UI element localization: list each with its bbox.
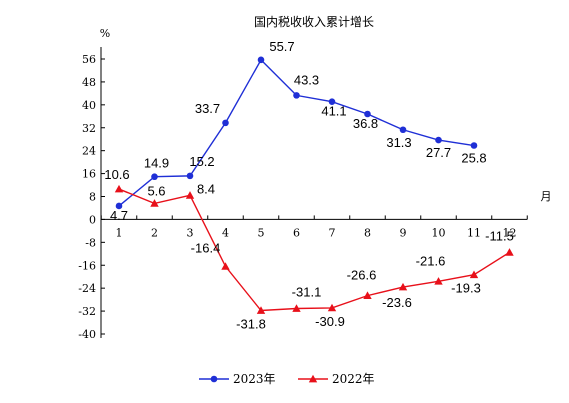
data-point xyxy=(115,202,123,210)
x-tick-label: 10 xyxy=(432,226,446,239)
data-label: 14.9 xyxy=(144,156,169,171)
y-tick-label: -24 xyxy=(78,282,96,295)
data-label: 4.7 xyxy=(110,208,128,223)
series-line xyxy=(118,188,510,312)
y-axis-unit: % xyxy=(100,27,110,40)
x-tick-label: 8 xyxy=(364,226,371,239)
legend-label: 2022年 xyxy=(332,372,375,386)
x-tick-label: 2 xyxy=(151,226,158,239)
data-point xyxy=(399,126,407,134)
y-tick-label: -8 xyxy=(85,236,96,249)
x-tick-label: 11 xyxy=(467,226,481,239)
y-tick-label: 16 xyxy=(82,168,96,181)
x-tick-label: 5 xyxy=(258,226,265,239)
series-2023: 4.7 14.9 15.2 33.7 55.7 43.3 41.1 36.8 31.3 27.7 2… xyxy=(110,39,487,223)
legend-marker xyxy=(210,375,218,383)
y-tick-label: -16 xyxy=(78,259,96,272)
y-tick-label: 40 xyxy=(82,99,96,112)
y-tick-label: 56 xyxy=(82,53,96,66)
data-label: 15.2 xyxy=(189,154,214,169)
data-label: 10.6 xyxy=(104,167,129,182)
x-tick-label: 9 xyxy=(400,226,407,239)
legend-item-2023: 2023年 xyxy=(199,372,276,386)
data-point xyxy=(435,136,442,144)
data-point xyxy=(222,119,229,127)
x-tick-label: 1 xyxy=(116,226,123,239)
data-point xyxy=(114,184,124,193)
data-point xyxy=(328,98,336,105)
x-tick-label: 4 xyxy=(222,226,229,239)
data-label: 43.3 xyxy=(294,72,319,87)
x-tick-label: 3 xyxy=(187,226,194,239)
x-axis-unit: 月 xyxy=(541,190,552,203)
data-point xyxy=(256,306,266,314)
legend-item-2022: 2022年 xyxy=(298,372,375,386)
data-label: -16.4 xyxy=(191,240,221,255)
data-point xyxy=(151,173,158,181)
data-label: -31.8 xyxy=(236,317,266,332)
data-label: 41.1 xyxy=(321,104,346,119)
legend: 2023年 2022年 xyxy=(199,372,375,386)
data-label: -26.6 xyxy=(347,268,377,283)
y-tick-label: -32 xyxy=(78,305,96,318)
data-point xyxy=(398,282,408,291)
x-tick-label: 6 xyxy=(293,226,300,239)
data-point xyxy=(470,142,478,149)
data-point xyxy=(469,270,479,279)
data-label: 5.6 xyxy=(147,183,165,198)
data-point xyxy=(221,262,230,270)
y-tick-label: 8 xyxy=(89,191,96,204)
data-label: 36.8 xyxy=(353,116,378,131)
x-tick-label: 12 xyxy=(503,226,517,239)
series-2022: 10.6 5.6 8.4 -16.4 -31.8 -31.1 -30.9 -26.6 -23.6… xyxy=(104,167,513,331)
data-point xyxy=(293,92,300,99)
data-point xyxy=(364,110,371,118)
data-label: 55.7 xyxy=(269,39,294,54)
data-point xyxy=(327,303,337,312)
legend-label: 2023年 xyxy=(233,372,276,386)
data-label: -31.1 xyxy=(292,285,322,300)
data-label: 8.4 xyxy=(197,181,215,196)
data-label: 31.3 xyxy=(386,135,411,150)
chart-title: 国内税收收入累计增长 xyxy=(254,15,374,29)
y-tick-label: 48 xyxy=(82,76,96,89)
data-label: -23.6 xyxy=(382,295,412,310)
x-tick-label: 7 xyxy=(329,226,336,239)
data-point xyxy=(434,277,443,285)
data-point xyxy=(150,199,159,207)
data-point xyxy=(257,56,265,64)
data-point xyxy=(505,248,514,256)
data-label: 25.8 xyxy=(461,151,486,166)
data-point xyxy=(363,291,372,299)
data-label: -21.6 xyxy=(416,253,446,268)
data-label: 33.7 xyxy=(195,101,220,116)
data-label: -19.3 xyxy=(451,281,481,296)
y-tick-label: 0 xyxy=(89,213,96,226)
y-tick-label: 24 xyxy=(82,145,96,158)
legend-marker xyxy=(308,374,318,383)
y-tick-label: 32 xyxy=(82,122,96,135)
data-label: -11.5 xyxy=(485,228,514,243)
y-tick-label: -40 xyxy=(78,328,96,341)
data-point xyxy=(186,172,194,180)
data-point xyxy=(185,191,195,199)
series-layer: 4.7 14.9 15.2 33.7 55.7 43.3 41.1 36.8 31.3 27.7 2… xyxy=(104,39,513,332)
data-label: -30.9 xyxy=(315,314,345,329)
data-label: 27.7 xyxy=(426,145,451,160)
data-point xyxy=(292,304,301,312)
